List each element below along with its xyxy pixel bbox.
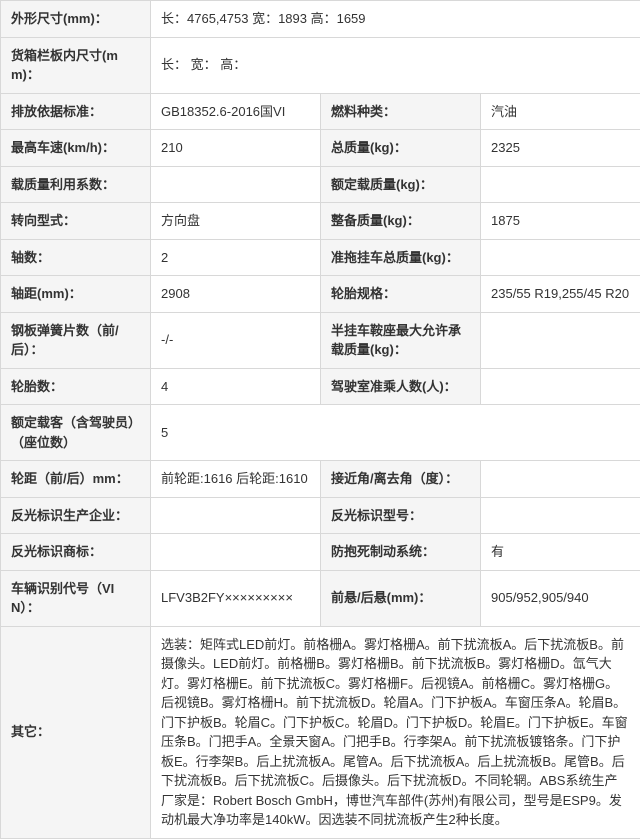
spec-label: 外形尺寸(mm)：: [1, 1, 151, 38]
spec-label: 其它：: [1, 626, 151, 838]
spec-row: 额定载客（含驾驶员）（座位数）5: [1, 405, 640, 461]
spec-value: 1875: [481, 203, 640, 240]
spec-value: 4: [151, 368, 321, 405]
spec-value: [481, 166, 640, 203]
spec-value: 5: [151, 405, 640, 461]
spec-value: 235/55 R19,255/45 R20: [481, 276, 640, 313]
spec-label: 半挂车鞍座最大允许承载质量(kg)：: [321, 312, 481, 368]
spec-label: 轴距(mm)：: [1, 276, 151, 313]
spec-row: 排放依据标准：GB18352.6-2016国VI燃料种类：汽油: [1, 93, 640, 130]
spec-value: 有: [481, 534, 640, 571]
spec-label: 反光标识生产企业：: [1, 497, 151, 534]
spec-row: 货箱栏板内尺寸(mm)：长： 宽： 高：: [1, 37, 640, 93]
spec-label: 前悬/后悬(mm)：: [321, 570, 481, 626]
spec-label: 驾驶室准乘人数(人)：: [321, 368, 481, 405]
spec-label: 轮胎规格：: [321, 276, 481, 313]
spec-value: 选装：矩阵式LED前灯。前格栅A。雾灯格栅A。前下扰流板A。后下扰流板B。前摄像…: [151, 626, 640, 838]
spec-row: 轴距(mm)：2908轮胎规格：235/55 R19,255/45 R20: [1, 276, 640, 313]
spec-value: 长： 宽： 高：: [151, 37, 640, 93]
spec-value: [481, 368, 640, 405]
spec-value: [481, 239, 640, 276]
spec-label: 排放依据标准：: [1, 93, 151, 130]
spec-label: 整备质量(kg)：: [321, 203, 481, 240]
spec-value: [481, 461, 640, 498]
spec-row: 外形尺寸(mm)：长：4765,4753 宽：1893 高：1659: [1, 1, 640, 38]
spec-label: 车辆识别代号（VIN）：: [1, 570, 151, 626]
spec-row: 钢板弹簧片数（前/后）：-/-半挂车鞍座最大允许承载质量(kg)：: [1, 312, 640, 368]
spec-label: 载质量利用系数：: [1, 166, 151, 203]
spec-row: 载质量利用系数： 额定载质量(kg)：: [1, 166, 640, 203]
spec-row: 其它：选装：矩阵式LED前灯。前格栅A。雾灯格栅A。前下扰流板A。后下扰流板B。…: [1, 626, 640, 838]
spec-value: -/-: [151, 312, 321, 368]
spec-label: 货箱栏板内尺寸(mm)：: [1, 37, 151, 93]
spec-value: [151, 534, 321, 571]
spec-label: 轮距（前/后）mm：: [1, 461, 151, 498]
spec-row: 转向型式：方向盘整备质量(kg)：1875: [1, 203, 640, 240]
spec-label: 额定载质量(kg)：: [321, 166, 481, 203]
spec-row: 最高车速(km/h)：210总质量(kg)：2325: [1, 130, 640, 167]
spec-row: 车辆识别代号（VIN）：LFV3B2FY×××××××××前悬/后悬(mm)：9…: [1, 570, 640, 626]
spec-label: 轮胎数：: [1, 368, 151, 405]
spec-label: 总质量(kg)：: [321, 130, 481, 167]
spec-row: 轮距（前/后）mm：前轮距:1616 后轮距:1610接近角/离去角（度）：: [1, 461, 640, 498]
spec-value: [481, 497, 640, 534]
spec-value: 905/952,905/940: [481, 570, 640, 626]
spec-label: 钢板弹簧片数（前/后）：: [1, 312, 151, 368]
spec-row: 反光标识商标： 防抱死制动系统：有: [1, 534, 640, 571]
spec-table: 外形尺寸(mm)：长：4765,4753 宽：1893 高：1659货箱栏板内尺…: [0, 0, 640, 839]
spec-label: 接近角/离去角（度）：: [321, 461, 481, 498]
spec-value: 210: [151, 130, 321, 167]
spec-value: [151, 497, 321, 534]
spec-value: 汽油: [481, 93, 640, 130]
spec-value: GB18352.6-2016国VI: [151, 93, 321, 130]
spec-value: 2: [151, 239, 321, 276]
spec-label: 防抱死制动系统：: [321, 534, 481, 571]
spec-label: 反光标识商标：: [1, 534, 151, 571]
spec-value: LFV3B2FY×××××××××: [151, 570, 321, 626]
spec-row: 反光标识生产企业： 反光标识型号：: [1, 497, 640, 534]
spec-value: 前轮距:1616 后轮距:1610: [151, 461, 321, 498]
spec-value: 长：4765,4753 宽：1893 高：1659: [151, 1, 640, 38]
spec-value: 2908: [151, 276, 321, 313]
spec-value: 2325: [481, 130, 640, 167]
spec-label: 转向型式：: [1, 203, 151, 240]
spec-label: 最高车速(km/h)：: [1, 130, 151, 167]
spec-label: 额定载客（含驾驶员）（座位数）: [1, 405, 151, 461]
spec-label: 轴数：: [1, 239, 151, 276]
spec-label: 准拖挂车总质量(kg)：: [321, 239, 481, 276]
spec-row: 轴数：2准拖挂车总质量(kg)：: [1, 239, 640, 276]
spec-value: [151, 166, 321, 203]
spec-value: [481, 312, 640, 368]
spec-value: 方向盘: [151, 203, 321, 240]
spec-label: 燃料种类：: [321, 93, 481, 130]
spec-label: 反光标识型号：: [321, 497, 481, 534]
spec-row: 轮胎数：4驾驶室准乘人数(人)：: [1, 368, 640, 405]
